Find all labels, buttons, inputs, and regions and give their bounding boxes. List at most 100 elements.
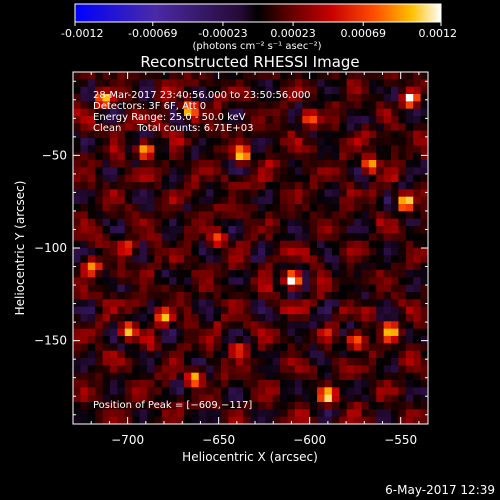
heatmap-cell: [376, 321, 385, 330]
heatmap-cell: [280, 380, 289, 388]
heatmap-cell: [354, 255, 363, 264]
heatmap-cell: [339, 306, 348, 315]
heatmap-cell: [339, 72, 348, 80]
heatmap-cell: [391, 394, 400, 403]
heatmap-cell: [309, 130, 318, 139]
heatmap-cell: [228, 167, 237, 176]
heatmap-cell: [413, 145, 422, 154]
heatmap-cell: [206, 270, 215, 278]
heatmap-cell: [287, 336, 296, 344]
heatmap-cell: [294, 72, 303, 80]
heatmap-cell: [169, 284, 178, 293]
heatmap-cell: [265, 402, 274, 410]
heatmap-cell: [368, 358, 377, 366]
heatmap-cell: [383, 321, 392, 330]
heatmap-cell: [213, 182, 222, 190]
heatmap-cell: [80, 343, 89, 352]
heatmap-cell: [339, 196, 348, 205]
heatmap-cell: [109, 262, 118, 271]
heatmap-cell: [420, 255, 428, 264]
heatmap-cell: [331, 248, 340, 256]
heatmap-cell: [73, 416, 81, 424]
heatmap-cell: [398, 101, 407, 110]
heatmap-cell: [280, 72, 289, 80]
heatmap-cell: [154, 94, 163, 102]
heatmap-cell: [339, 108, 348, 117]
heatmap-cell: [420, 182, 428, 190]
heatmap-cell: [309, 350, 318, 359]
heatmap-cell: [73, 196, 81, 205]
heatmap-cell: [109, 211, 118, 220]
heatmap-cell: [339, 262, 348, 271]
heatmap-cell: [331, 196, 340, 205]
heatmap-cell: [309, 270, 318, 278]
heatmap-cell: [317, 196, 326, 205]
heatmap-cell: [117, 255, 126, 264]
heatmap-cell: [383, 270, 392, 278]
heatmap-cell: [109, 116, 118, 124]
heatmap-cell: [87, 299, 96, 308]
heatmap-cell: [346, 167, 355, 176]
heatmap-cell: [124, 284, 133, 293]
heatmap-cell: [102, 211, 111, 220]
heatmap-cell: [154, 123, 163, 132]
heatmap-cell: [376, 218, 385, 227]
heatmap-cell: [176, 174, 185, 183]
heatmap-cell: [132, 350, 141, 359]
heatmap-cell: [294, 314, 303, 322]
heatmap-cell: [391, 321, 400, 330]
colorbar: [74, 3, 442, 23]
heatmap-cell: [191, 394, 200, 403]
heatmap-cell: [420, 94, 428, 102]
heatmap-cell: [265, 72, 274, 80]
heatmap-cell: [413, 350, 422, 359]
heatmap-cell: [109, 240, 118, 249]
heatmap-cell: [376, 182, 385, 190]
heatmap-cell: [331, 365, 340, 374]
heatmap-cell: [213, 72, 222, 80]
heatmap-cell: [213, 262, 222, 271]
heatmap-cell: [132, 306, 141, 315]
heatmap-cell: [420, 72, 428, 80]
heatmap-cell: [309, 204, 318, 212]
heatmap-cell: [272, 314, 281, 322]
heatmap-cell: [95, 402, 104, 410]
heatmap-cell: [169, 255, 178, 264]
heatmap-cell: [243, 416, 252, 424]
heatmap-cell: [250, 321, 259, 330]
heatmap-cell: [420, 402, 428, 410]
heatmap-cell: [339, 248, 348, 256]
heatmap-cell: [346, 138, 355, 146]
heatmap-cell: [391, 387, 400, 396]
heatmap-cell: [146, 336, 155, 344]
heatmap-cell: [213, 416, 222, 424]
heatmap-cell: [124, 336, 133, 344]
heatmap-cell: [250, 94, 259, 102]
heatmap-cell: [368, 233, 377, 242]
heatmap-cell: [331, 79, 340, 88]
heatmap-cell: [117, 152, 126, 161]
heatmap-cell: [206, 358, 215, 366]
heatmap-cell: [413, 182, 422, 190]
heatmap-cell: [198, 86, 207, 95]
heatmap-cell: [161, 240, 170, 249]
heatmap-cell: [206, 328, 215, 337]
heatmap-cell: [243, 196, 252, 205]
heatmap-cell: [198, 72, 207, 80]
heatmap-cell: [161, 358, 170, 366]
heatmap-cell: [324, 365, 333, 374]
heatmap-cell: [346, 182, 355, 190]
heatmap-cell: [413, 226, 422, 234]
heatmap-cell: [183, 196, 192, 205]
heatmap-cell: [309, 123, 318, 132]
heatmap-cell: [383, 372, 392, 381]
heatmap-cell: [146, 402, 155, 410]
heatmap-cell: [294, 226, 303, 234]
heatmap-cell: [124, 328, 133, 337]
heatmap-cell: [154, 233, 163, 242]
heatmap-cell: [250, 211, 259, 220]
heatmap-cell: [280, 94, 289, 102]
heatmap-cell: [213, 321, 222, 330]
heatmap-cell: [391, 130, 400, 139]
heatmap-cell: [272, 306, 281, 315]
